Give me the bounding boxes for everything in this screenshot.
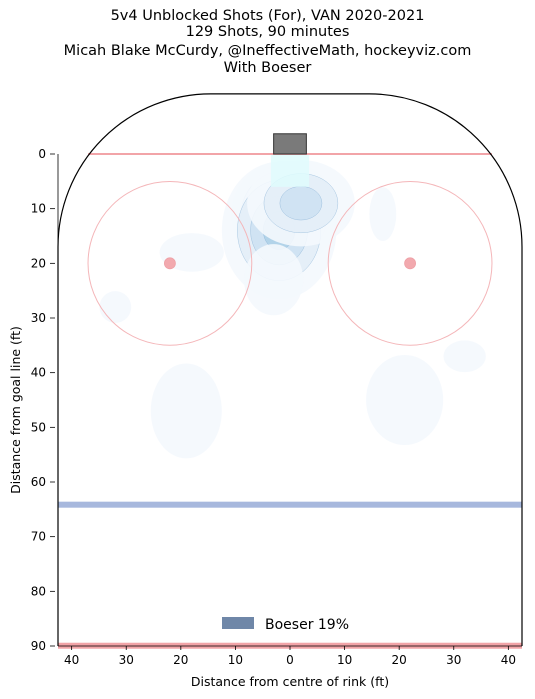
y-tick-label: 60 — [31, 475, 46, 489]
density-contour — [244, 244, 304, 316]
y-tick-label: 80 — [31, 584, 46, 598]
y-tick-label: 40 — [31, 366, 46, 380]
legend-label: Boeser 19% — [265, 617, 349, 633]
chart-title-line-1: 5v4 Unblocked Shots (For), VAN 2020-2021 — [110, 8, 425, 24]
blue-line — [58, 501, 522, 508]
shot-density-layer — [99, 160, 486, 459]
y-tick-label: 50 — [31, 420, 46, 434]
x-tick-label: 0 — [286, 653, 294, 667]
rink-boards — [57, 93, 523, 646]
x-tick-label: 10 — [337, 653, 352, 667]
x-tick-label: 40 — [501, 653, 516, 667]
density-contour — [279, 186, 323, 221]
legend: Boeser 19% — [222, 617, 349, 633]
density-contour — [369, 187, 397, 242]
rink-overlay — [57, 93, 523, 649]
density-contour — [159, 233, 224, 272]
y-tick-label: 90 — [31, 639, 46, 653]
y-tick-label: 30 — [31, 311, 46, 325]
y-tick-label: 10 — [31, 202, 46, 216]
chart-title-line-2: 129 Shots, 90 minutes — [185, 24, 350, 40]
density-contour — [366, 354, 444, 446]
y-tick-label: 0 — [38, 147, 46, 161]
crease — [270, 154, 310, 187]
faceoff-dot — [404, 257, 416, 270]
chart-title-line-3: Micah Blake McCurdy, @IneffectiveMath, h… — [63, 43, 472, 59]
x-tick-label: 30 — [446, 653, 461, 667]
chart-title-line-4: With Boeser — [223, 60, 312, 76]
goal — [273, 133, 307, 155]
faceoff-circle — [87, 180, 253, 346]
legend-swatch — [222, 617, 254, 629]
density-contour — [443, 340, 486, 373]
x-tick-label: 20 — [392, 653, 407, 667]
x-tick-label: 20 — [173, 653, 188, 667]
y-tick-label: 70 — [31, 530, 46, 544]
density-contour — [99, 291, 132, 323]
x-axis-label: Distance from centre of rink (ft) — [191, 674, 389, 689]
faceoff-dot — [164, 257, 176, 270]
y-tick-label: 20 — [31, 256, 46, 270]
y-axis-label: Distance from goal line (ft) — [8, 326, 23, 494]
faceoff-circle — [327, 180, 493, 346]
density-contour — [150, 363, 222, 459]
x-tick-label: 40 — [64, 653, 79, 667]
x-tick-label: 10 — [228, 653, 243, 667]
axes: 0 10 20 30 40 50 60 70 80 90 40 30 20 10 0 10 20 30 40 Dist… — [8, 147, 522, 689]
x-tick-label: 30 — [119, 653, 134, 667]
